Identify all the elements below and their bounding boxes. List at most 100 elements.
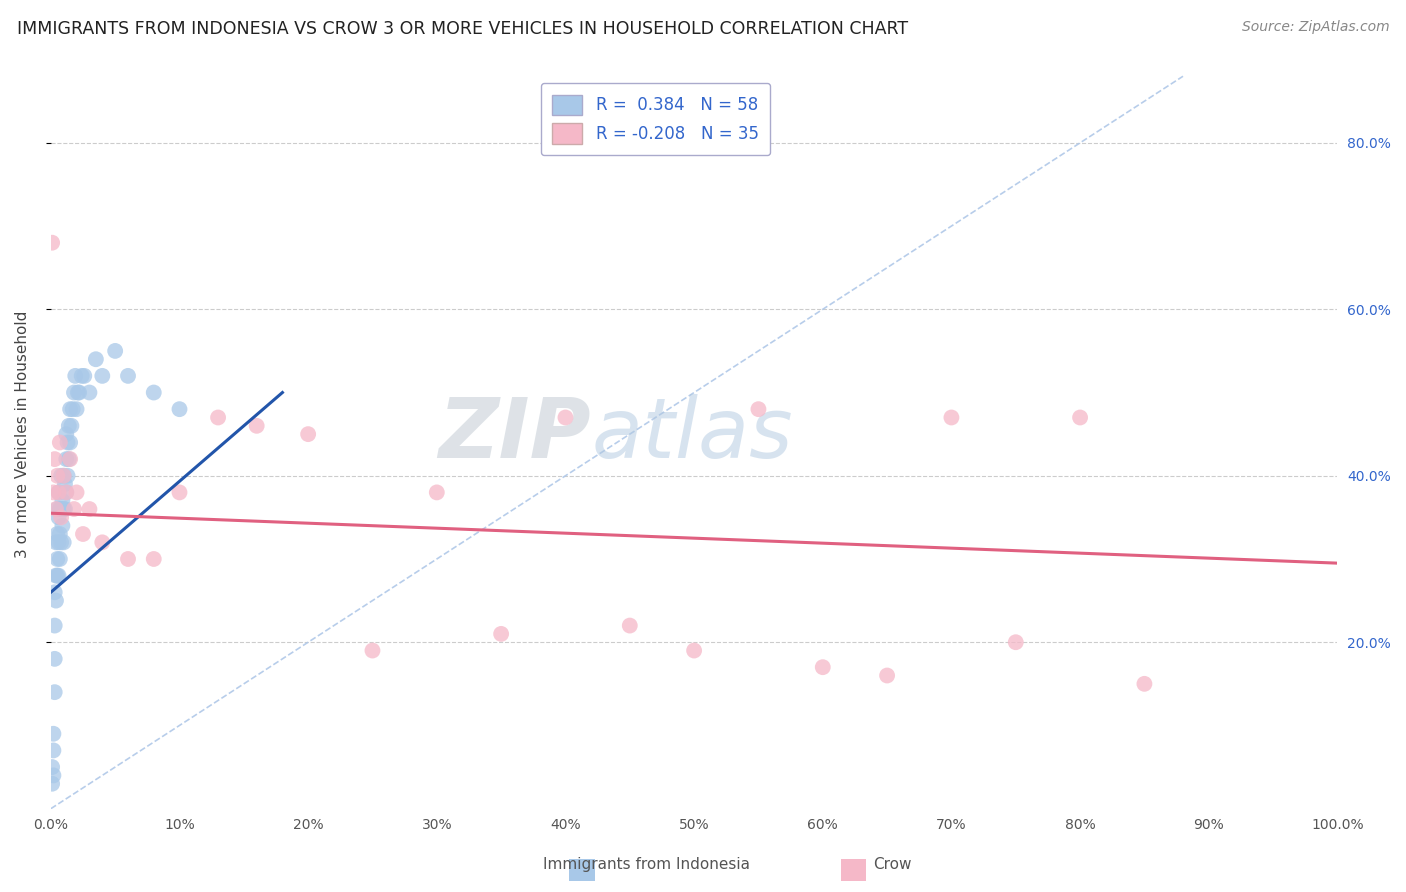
Point <box>1069 410 1091 425</box>
Point <box>48 568 70 582</box>
Point <box>44 618 66 632</box>
Point <box>73 368 96 383</box>
Point <box>941 410 963 425</box>
Y-axis label: 3 or more Vehicles in Household: 3 or more Vehicles in Household <box>15 310 30 558</box>
Point <box>1004 635 1026 649</box>
Point <box>45 535 67 549</box>
Point <box>52 468 75 483</box>
Text: ZIP: ZIP <box>439 393 591 475</box>
Point <box>44 585 66 599</box>
Point <box>55 485 77 500</box>
Point <box>48 510 70 524</box>
Point <box>55 485 77 500</box>
Point <box>49 502 72 516</box>
Point <box>169 402 191 417</box>
Point <box>55 427 77 442</box>
Point <box>49 535 72 549</box>
Point <box>46 502 69 516</box>
Point <box>42 743 65 757</box>
Point <box>48 485 70 500</box>
Point <box>169 485 191 500</box>
Point <box>49 527 72 541</box>
Point <box>49 510 72 524</box>
Point <box>42 768 65 782</box>
Point <box>52 468 75 483</box>
Point <box>49 435 72 450</box>
Point <box>876 668 898 682</box>
Point <box>41 777 63 791</box>
Point <box>49 502 72 516</box>
Point <box>48 485 70 500</box>
Point <box>56 468 79 483</box>
Text: IMMIGRANTS FROM INDONESIA VS CROW 3 OR MORE VEHICLES IN HOUSEHOLD CORRELATION CH: IMMIGRANTS FROM INDONESIA VS CROW 3 OR M… <box>17 20 908 37</box>
Point <box>56 435 79 450</box>
Point <box>44 685 66 699</box>
Point <box>67 385 90 400</box>
Point <box>117 368 139 383</box>
Point <box>62 402 84 417</box>
Point <box>51 493 73 508</box>
Point <box>42 485 65 500</box>
Point <box>361 643 384 657</box>
Point <box>41 235 63 250</box>
Point <box>48 535 70 549</box>
Point <box>619 618 641 632</box>
Point <box>207 410 229 425</box>
Point <box>79 385 101 400</box>
Point <box>246 418 269 433</box>
Point <box>42 727 65 741</box>
Point <box>49 552 72 566</box>
Point <box>747 402 769 417</box>
Point <box>117 552 139 566</box>
Point <box>45 502 67 516</box>
Point <box>52 535 75 549</box>
Point <box>554 410 576 425</box>
Point <box>79 502 101 516</box>
Point <box>44 652 66 666</box>
Legend: R =  0.384   N = 58, R = -0.208   N = 35: R = 0.384 N = 58, R = -0.208 N = 35 <box>541 83 770 155</box>
Point <box>51 518 73 533</box>
Point <box>53 477 76 491</box>
Text: Immigrants from Indonesia: Immigrants from Indonesia <box>543 857 751 872</box>
Point <box>59 452 82 467</box>
Point <box>63 385 86 400</box>
Point <box>683 643 706 657</box>
Point <box>91 535 114 549</box>
Point <box>84 352 107 367</box>
Point <box>59 435 82 450</box>
Point <box>45 593 67 607</box>
Point <box>65 402 87 417</box>
Point <box>46 527 69 541</box>
Point <box>45 568 67 582</box>
Text: Crow: Crow <box>873 857 912 872</box>
Point <box>70 368 93 383</box>
Point <box>58 418 80 433</box>
Text: Source: ZipAtlas.com: Source: ZipAtlas.com <box>1241 20 1389 34</box>
Point <box>104 343 127 358</box>
Point <box>59 402 82 417</box>
Point <box>426 485 449 500</box>
Point <box>58 452 80 467</box>
Point <box>41 760 63 774</box>
Point <box>46 468 69 483</box>
Point <box>66 385 89 400</box>
Point <box>65 368 87 383</box>
Point <box>811 660 834 674</box>
Point <box>1133 677 1156 691</box>
Point <box>65 485 87 500</box>
Point <box>60 418 83 433</box>
Point <box>44 452 66 467</box>
Point <box>49 468 72 483</box>
Point <box>72 527 94 541</box>
Point <box>297 427 319 442</box>
Point <box>142 552 165 566</box>
Point <box>52 502 75 516</box>
Point <box>55 452 77 467</box>
Point <box>53 502 76 516</box>
Point <box>46 552 69 566</box>
Point <box>489 627 512 641</box>
Point <box>63 502 86 516</box>
Point <box>91 368 114 383</box>
Point <box>142 385 165 400</box>
Text: atlas: atlas <box>591 393 793 475</box>
